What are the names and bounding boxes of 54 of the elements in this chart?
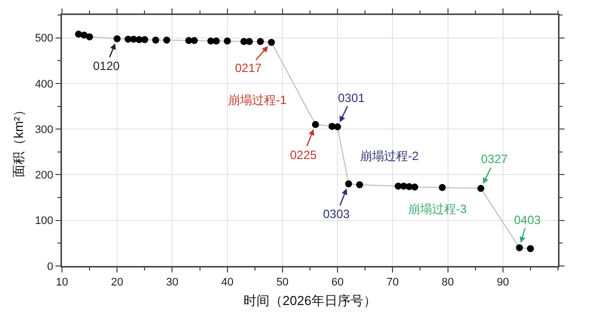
- point: [334, 123, 342, 130]
- x-tick-label: 60: [331, 276, 344, 289]
- point: [516, 244, 523, 252]
- point: [185, 37, 192, 44]
- point: [438, 184, 446, 192]
- y-tick-label: 100: [34, 215, 54, 228]
- annotation: 0303: [323, 207, 350, 221]
- point: [356, 181, 364, 188]
- annotation: 崩塌过程-3: [408, 202, 467, 216]
- x-tick-label: 10: [56, 276, 68, 289]
- y-axis-title: 面积（km²）: [11, 104, 26, 178]
- annotation: 0403: [514, 213, 542, 227]
- point: [411, 184, 418, 191]
- annotation: 崩塌过程-2: [360, 149, 419, 163]
- point: [312, 121, 320, 128]
- point: [345, 180, 352, 188]
- x-tick-label: 40: [221, 276, 234, 289]
- annotation: 崩塌过程-1: [228, 93, 287, 107]
- point: [212, 38, 220, 45]
- point: [246, 38, 253, 45]
- y-tick-label: 300: [34, 124, 54, 136]
- point: [224, 38, 231, 45]
- x-tick-label: 80: [442, 276, 454, 289]
- point: [80, 32, 88, 39]
- point: [477, 184, 484, 192]
- point: [141, 36, 148, 44]
- point: [163, 36, 170, 44]
- x-tick-label: 20: [110, 276, 124, 289]
- point: [328, 122, 336, 130]
- point: [256, 38, 264, 45]
- point: [406, 183, 413, 190]
- x-tick-label: 70: [386, 276, 399, 289]
- x-tick-label: 90: [496, 276, 510, 289]
- annotation: 0225: [290, 148, 318, 162]
- point: [75, 30, 82, 38]
- point: [268, 38, 275, 46]
- y-tick-label: 400: [34, 78, 54, 90]
- point: [114, 35, 121, 42]
- x-tick-label: 30: [166, 276, 178, 289]
- x-axis-title: 时间（2026年日序号）: [244, 293, 376, 308]
- annotation: 0327: [481, 152, 508, 166]
- annotation: 0301: [338, 91, 366, 105]
- x-tick-label: 50: [276, 276, 289, 289]
- point: [207, 38, 214, 45]
- point: [240, 38, 248, 45]
- point: [152, 36, 160, 44]
- point: [526, 245, 534, 252]
- y-tick-label: 0: [47, 260, 54, 273]
- point: [86, 33, 94, 40]
- annotation: 0217: [235, 61, 262, 75]
- point: [190, 37, 198, 44]
- y-tick-label: 500: [34, 32, 54, 45]
- y-tick-label: 200: [34, 170, 54, 182]
- annotation: 0120: [93, 59, 120, 73]
